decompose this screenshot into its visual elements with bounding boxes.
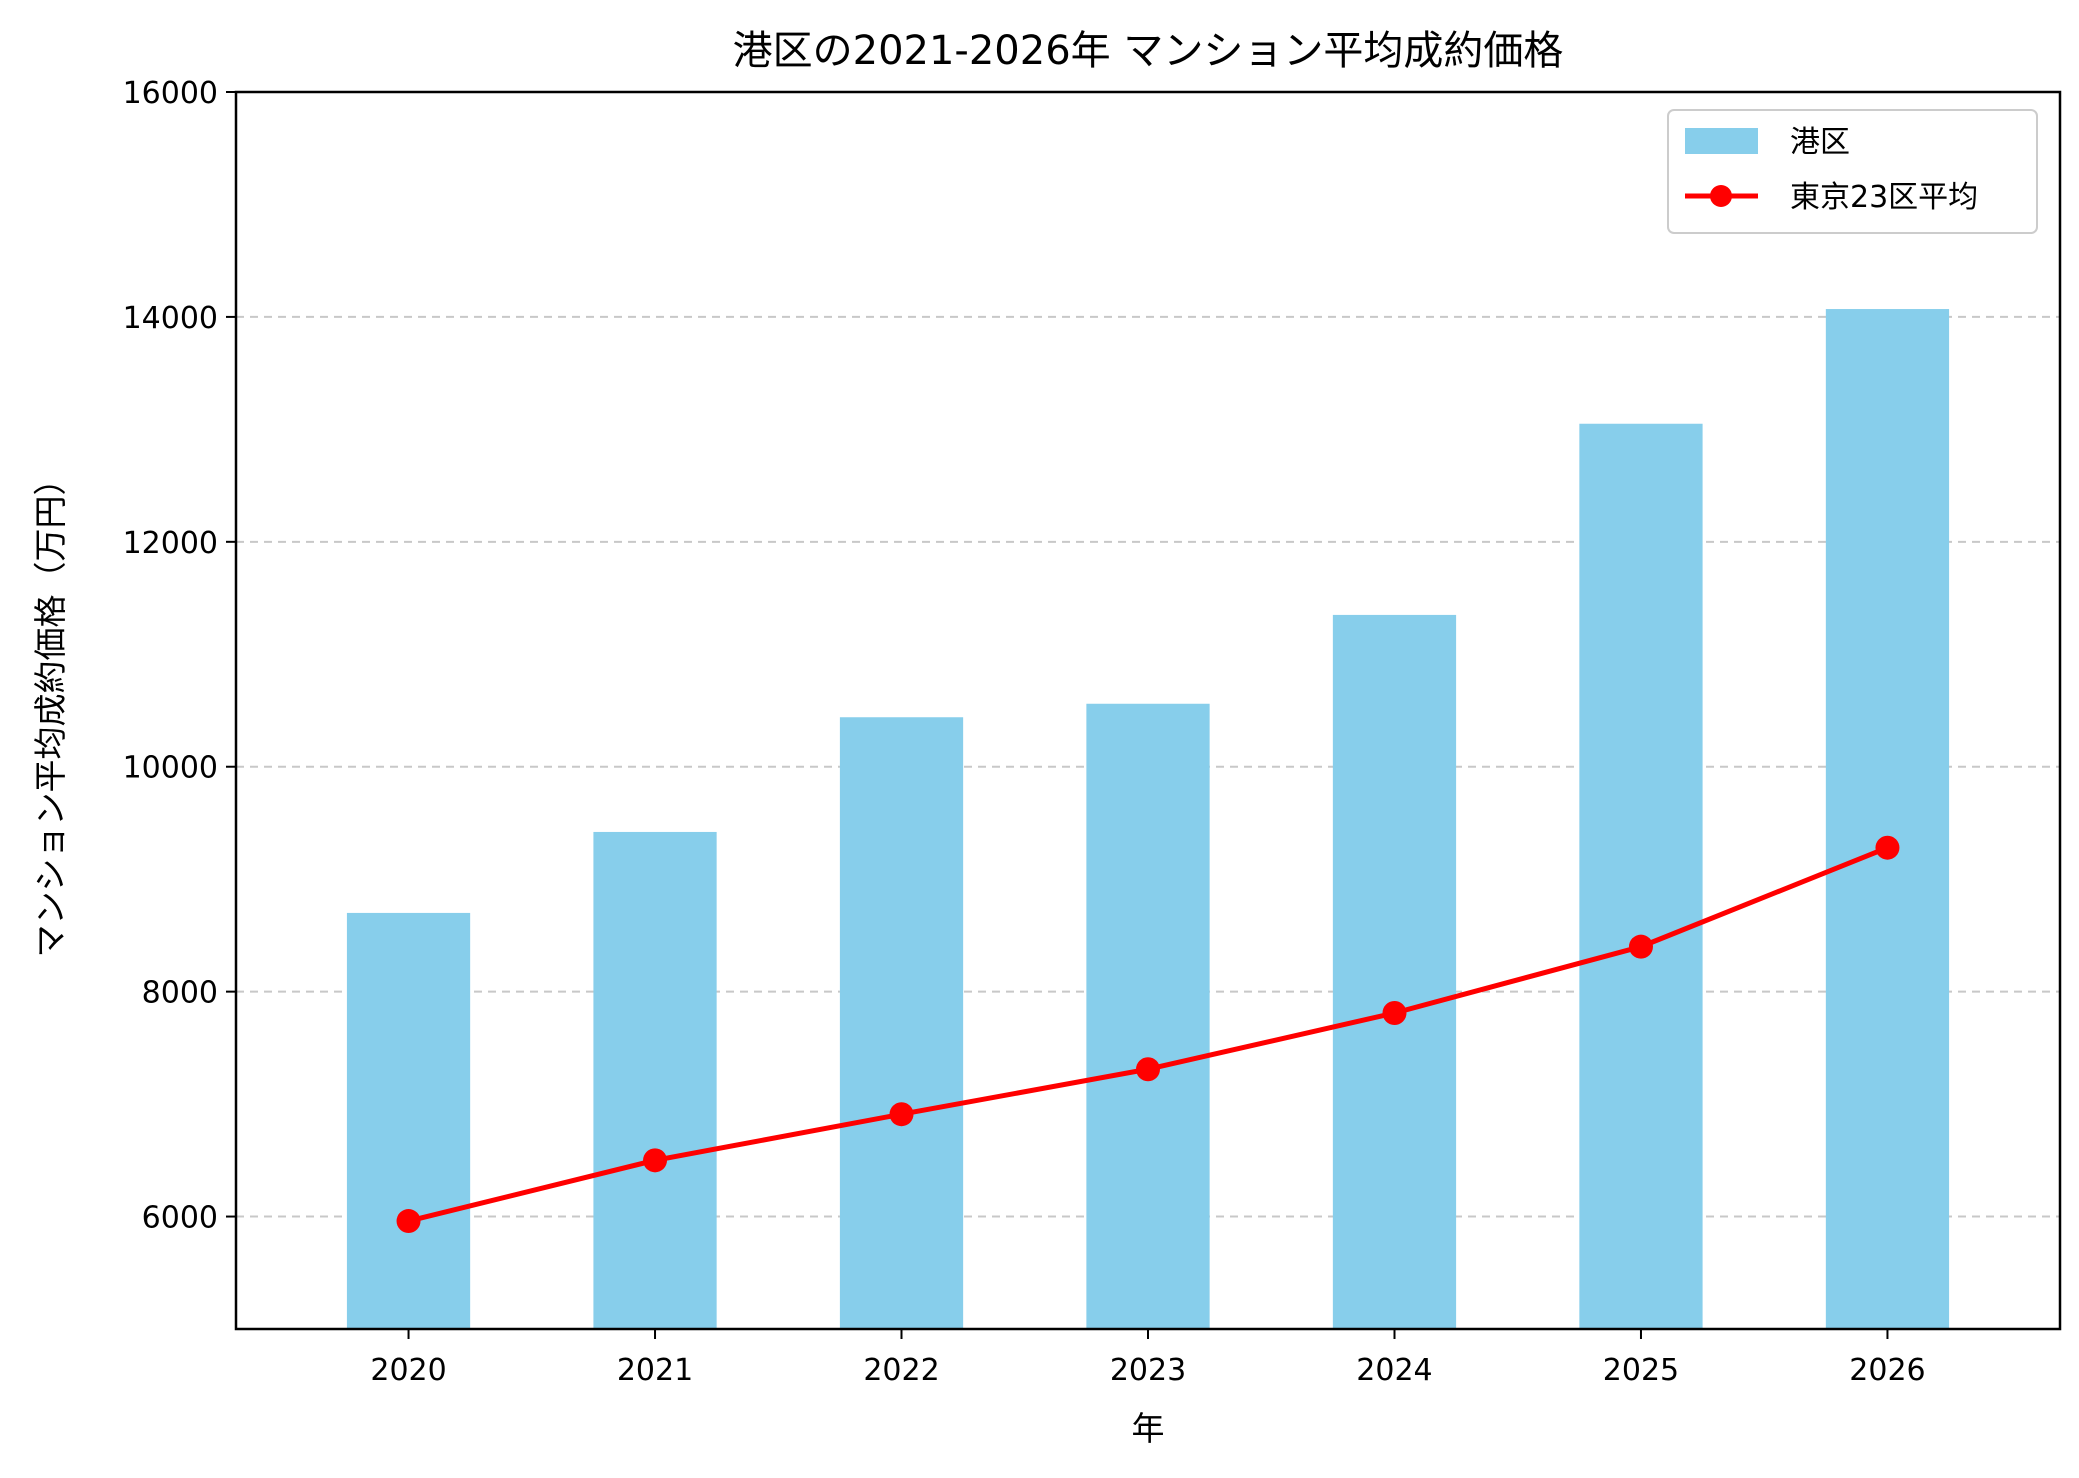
bar-minato-2020 [346, 912, 471, 1329]
legend-label-tokyo23: 東京23区平均 [1790, 180, 1978, 215]
legend-swatch-minato [1685, 128, 1758, 154]
point-tokyo23-2023 [1136, 1057, 1160, 1082]
legend-label-minato: 港区 [1790, 125, 1850, 160]
bar-minato-2021 [593, 831, 717, 1329]
legend-box [1667, 109, 2038, 234]
x-tick-label: 2025 [1603, 1353, 1679, 1388]
x-axis-label: 年 [1132, 1409, 1165, 1448]
point-tokyo23-2022 [889, 1102, 914, 1127]
y-tick-label: 6000 [142, 1201, 218, 1236]
bar-minato-2026 [1825, 309, 1950, 1330]
bars-minato [346, 309, 1950, 1330]
point-tokyo23-2026 [1875, 835, 1900, 860]
x-tick-label: 2020 [370, 1353, 446, 1388]
y-tick-label: 16000 [123, 76, 218, 111]
bar-minato-2024 [1332, 614, 1457, 1329]
y-tick-label: 10000 [123, 751, 218, 786]
x-tick-label: 2022 [863, 1353, 939, 1388]
point-tokyo23-2020 [396, 1209, 421, 1234]
x-tick-label: 2021 [617, 1353, 693, 1388]
y-axis-label: マンション平均成約価格（万円） [31, 463, 70, 958]
y-tick-label: 12000 [123, 526, 218, 561]
y-axis-ticks: 6000 8000 10000 12000 14000 16000 [123, 76, 236, 1236]
x-tick-label: 2026 [1849, 1353, 1925, 1388]
point-tokyo23-2024 [1382, 1001, 1407, 1026]
x-tick-label: 2024 [1356, 1353, 1432, 1388]
line-tokyo23-average [396, 835, 1900, 1234]
legend: 港区 東京23区平均 [1667, 109, 2038, 234]
y-tick-label: 8000 [142, 976, 218, 1011]
chart-title: 港区の2021-2026年 マンション平均成約価格 [733, 28, 1564, 74]
point-tokyo23-2025 [1628, 934, 1653, 959]
bar-minato-2025 [1579, 423, 1703, 1329]
point-tokyo23-2021 [643, 1148, 668, 1173]
legend-swatch-tokyo23-marker [1710, 185, 1732, 207]
bar-minato-2023 [1086, 703, 1210, 1329]
y-tick-label: 14000 [123, 301, 218, 336]
x-tick-label: 2023 [1110, 1353, 1186, 1388]
x-axis-ticks: 2020 2021 2022 2023 2024 2025 2026 [370, 1329, 1926, 1388]
bar-minato-2022 [839, 717, 964, 1329]
